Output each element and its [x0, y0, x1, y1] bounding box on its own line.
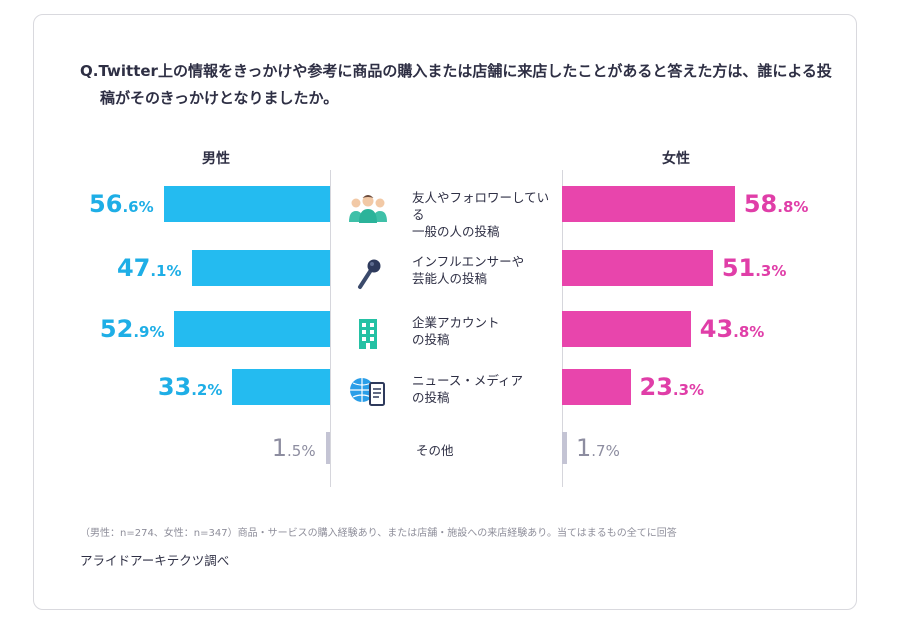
value-decimal: .3% — [755, 262, 787, 280]
male-bar-2 — [174, 311, 330, 347]
value-decimal: .6% — [122, 198, 154, 216]
female-value-label-4: 1.7% — [576, 430, 620, 466]
male-value-label-0: 56.6% — [89, 186, 154, 222]
female-value-label-3: 23.3% — [640, 369, 705, 405]
building-icon — [359, 319, 377, 349]
male-value-label-1: 47.1% — [117, 250, 182, 286]
value-integer: 51 — [721, 254, 756, 282]
category-label-2: 企業アカウント の投稿 — [412, 315, 500, 347]
value-integer: 1 — [271, 434, 288, 462]
category-1: インフルエンサーや 芸能人の投稿 — [340, 250, 554, 298]
male-bar-3 — [232, 369, 330, 405]
male-bar-4 — [325, 432, 330, 464]
female-bar-3 — [562, 369, 631, 405]
value-integer: 43 — [699, 315, 734, 343]
category-2: 企業アカウント の投稿 — [340, 311, 554, 359]
male-value-label-3: 33.2% — [158, 369, 223, 405]
value-decimal: .1% — [150, 262, 182, 280]
globe-document-icon — [350, 378, 385, 406]
female-bar-0 — [562, 186, 735, 222]
value-integer: 58 — [743, 190, 778, 218]
chart-card — [33, 14, 857, 610]
value-integer: 23 — [639, 373, 673, 401]
category-4: その他 — [340, 428, 554, 476]
male-bar-0 — [163, 186, 330, 222]
value-integer: 33 — [157, 373, 192, 401]
value-integer: 52 — [99, 315, 134, 343]
value-decimal: .3% — [672, 381, 705, 399]
category-label-4: その他 — [416, 443, 454, 458]
female-bar-1 — [562, 250, 713, 286]
chart-title: Q.Twitter上の情報をきっかけや参考に商品の購入または店舗に来店したことが… — [80, 62, 832, 107]
value-decimal: .2% — [191, 381, 223, 399]
value-decimal: .8% — [733, 323, 765, 341]
source-label: アライドアーキテクツ調べ — [80, 553, 230, 568]
value-decimal: .8% — [777, 198, 809, 216]
female-bar-2 — [562, 311, 691, 347]
category-label-1: インフルエンサーや 芸能人の投稿 — [412, 254, 525, 286]
female-value-label-0: 58.8% — [744, 186, 809, 222]
male-label: 男性 — [202, 151, 230, 167]
value-decimal: .5% — [287, 442, 316, 460]
footnote: （男性：n=274、女性：n=347）商品・サービスの購入経験あり、または店舗・… — [80, 528, 677, 539]
value-decimal: .9% — [133, 323, 165, 341]
category-3: ニュース・メディア の投稿 — [340, 369, 554, 417]
female-label: 女性 — [662, 151, 690, 167]
male-bar-1 — [191, 250, 330, 286]
value-integer: 56 — [89, 190, 123, 218]
value-integer: 47 — [116, 254, 151, 282]
value-integer: 1 — [575, 434, 592, 462]
female-value-label-2: 43.8% — [700, 311, 765, 347]
female-bar-4 — [562, 432, 567, 464]
value-decimal: .7% — [591, 442, 620, 460]
category-label-0: 友人やフォロワーしている 一般の人の投稿 — [412, 190, 550, 239]
category-label-3: ニュース・メディア の投稿 — [412, 373, 524, 405]
microphone-icon — [358, 259, 381, 289]
female-value-label-1: 51.3% — [722, 250, 787, 286]
people-group-icon — [349, 195, 387, 223]
left-divider — [330, 170, 331, 487]
male-value-label-2: 52.9% — [100, 311, 165, 347]
category-0: 友人やフォロワーしている 一般の人の投稿 — [340, 186, 554, 239]
male-value-label-4: 1.5% — [272, 430, 316, 466]
